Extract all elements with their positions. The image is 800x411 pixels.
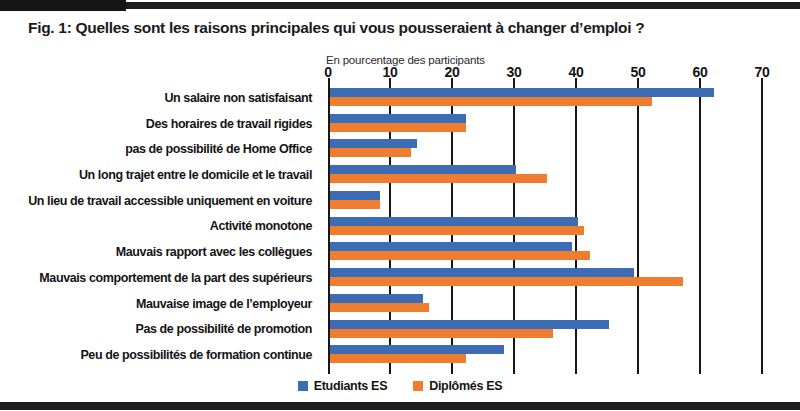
bar-row xyxy=(330,294,429,312)
bar-row xyxy=(330,320,609,338)
figure-title: Fig. 1: Quelles sont les raisons princip… xyxy=(28,19,644,37)
bar-etudiants xyxy=(330,191,380,200)
category-label: Pas de possibilité de promotion xyxy=(0,317,320,343)
category-label: Un salaire non satisfaisant xyxy=(0,85,320,111)
bar-row xyxy=(330,139,417,157)
bar-diplomes xyxy=(330,97,652,106)
bar-diplomes xyxy=(330,303,429,312)
legend-swatch-etudiants xyxy=(298,381,308,391)
top-accent-bar xyxy=(0,0,126,11)
bar-etudiants xyxy=(330,242,572,251)
x-axis-ticks: 010203040506070 xyxy=(328,64,768,79)
bar-diplomes xyxy=(330,329,553,338)
legend-swatch-diplomes xyxy=(413,381,423,391)
bar-etudiants xyxy=(330,139,417,148)
bar-diplomes xyxy=(330,200,380,209)
plot-area xyxy=(328,78,770,374)
gridline xyxy=(699,78,701,374)
bar-etudiants xyxy=(330,268,634,277)
legend-label: Etudiants ES xyxy=(314,379,388,393)
bar-diplomes xyxy=(330,123,466,132)
gridline xyxy=(637,78,639,374)
bar-etudiants xyxy=(330,320,609,329)
category-label: Un long trajet entre le domicile et le t… xyxy=(0,162,320,188)
figure: Fig. 1: Quelles sont les raisons princip… xyxy=(0,0,800,411)
bar-diplomes xyxy=(330,251,590,260)
bar-row xyxy=(330,217,584,235)
category-label: Activité monotone xyxy=(0,214,320,240)
bar-diplomes xyxy=(330,148,411,157)
bar-diplomes xyxy=(330,277,683,286)
bar-row xyxy=(330,242,590,260)
legend-label: Diplômés ES xyxy=(429,379,502,393)
bar-diplomes xyxy=(330,354,466,363)
category-label: pas de possibilité de Home Office xyxy=(0,136,320,162)
bar-row xyxy=(330,268,683,286)
bar-etudiants xyxy=(330,165,516,174)
bar-row xyxy=(330,345,504,363)
bar-etudiants xyxy=(330,114,466,123)
category-label: Mauvais comportement de la part des supé… xyxy=(0,265,320,291)
bar-etudiants xyxy=(330,294,423,303)
category-labels: Un salaire non satisfaisantDes horaires … xyxy=(0,85,320,368)
category-label: Des horaires de travail rigides xyxy=(0,111,320,137)
category-label: Peu de possibilités de formation continu… xyxy=(0,342,320,368)
bar-row xyxy=(330,88,714,106)
category-label: Mauvaise image de l’employeur xyxy=(0,291,320,317)
legend-item-diplomes: Diplômés ES xyxy=(413,379,502,393)
legend-item-etudiants: Etudiants ES xyxy=(298,379,388,393)
gridline xyxy=(761,78,763,374)
bar-diplomes xyxy=(330,174,547,183)
bar-etudiants xyxy=(330,345,504,354)
category-label: Mauvais rapport avec les collègues xyxy=(0,239,320,265)
bar-etudiants xyxy=(330,217,578,226)
bar-etudiants xyxy=(330,88,714,97)
bar-row xyxy=(330,114,466,132)
bar-row xyxy=(330,165,547,183)
bar-diplomes xyxy=(330,226,584,235)
category-label: Un lieu de travail accessible uniquement… xyxy=(0,188,320,214)
bottom-rule xyxy=(0,402,800,410)
legend: Etudiants ES Diplômés ES xyxy=(0,377,800,395)
bar-row xyxy=(330,191,380,209)
